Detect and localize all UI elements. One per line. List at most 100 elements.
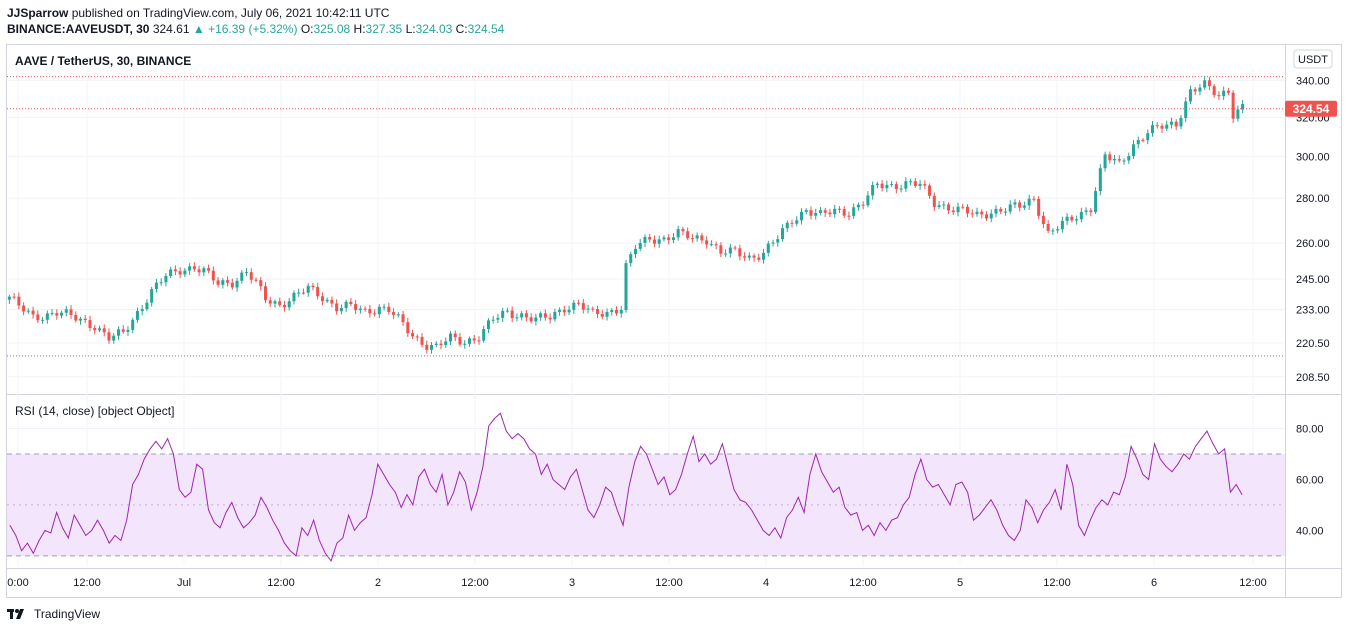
candle[interactable] — [1150, 120, 1155, 137]
candle[interactable] — [263, 282, 268, 304]
candle[interactable] — [230, 278, 234, 290]
candle[interactable] — [842, 206, 846, 218]
candle[interactable] — [534, 313, 538, 326]
candle[interactable] — [354, 299, 358, 315]
candle[interactable] — [586, 304, 590, 314]
candle[interactable] — [1003, 208, 1007, 216]
candle[interactable] — [899, 184, 903, 193]
candle[interactable] — [154, 278, 158, 293]
candle[interactable] — [135, 307, 139, 323]
candle[interactable] — [909, 178, 913, 186]
candle[interactable] — [1089, 208, 1093, 217]
candle[interactable] — [377, 304, 381, 319]
candle[interactable] — [60, 310, 64, 319]
candle[interactable] — [1198, 84, 1202, 96]
candle[interactable] — [875, 181, 879, 189]
candle[interactable] — [804, 208, 808, 215]
candle[interactable] — [88, 315, 92, 332]
candle[interactable] — [439, 339, 443, 350]
candle[interactable] — [1070, 214, 1074, 223]
candle[interactable] — [235, 277, 239, 292]
candle[interactable] — [799, 208, 804, 225]
candle[interactable] — [890, 181, 894, 187]
candle[interactable] — [1212, 83, 1216, 98]
candle[interactable] — [724, 249, 728, 257]
candle[interactable] — [923, 180, 927, 189]
rsi-line[interactable] — [9, 412, 1243, 562]
candle[interactable] — [121, 325, 125, 334]
candle[interactable] — [667, 233, 671, 245]
candle[interactable] — [482, 325, 486, 343]
candle[interactable] — [79, 316, 83, 325]
candle[interactable] — [596, 305, 600, 319]
candle[interactable] — [932, 192, 936, 212]
candle[interactable] — [894, 181, 898, 194]
candle[interactable] — [1060, 216, 1064, 233]
candle[interactable] — [477, 336, 481, 345]
candle[interactable] — [45, 310, 49, 324]
candle[interactable] — [562, 305, 566, 316]
candle[interactable] — [211, 266, 215, 285]
candle[interactable] — [358, 305, 362, 314]
candle[interactable] — [1108, 151, 1112, 164]
candle[interactable] — [828, 208, 832, 217]
candle[interactable] — [1222, 86, 1226, 101]
candle[interactable] — [1188, 85, 1192, 104]
candle[interactable] — [1203, 76, 1207, 91]
candle[interactable] — [411, 329, 415, 339]
candle[interactable] — [633, 244, 638, 259]
candle[interactable] — [254, 277, 258, 283]
candle[interactable] — [965, 204, 970, 218]
candle[interactable] — [852, 203, 856, 220]
candle[interactable] — [278, 297, 282, 307]
candle[interactable] — [7, 294, 11, 304]
candle[interactable] — [671, 233, 675, 244]
candle[interactable] — [316, 282, 320, 300]
candle[interactable] — [643, 234, 647, 248]
candle[interactable] — [591, 306, 595, 312]
candle[interactable] — [1084, 207, 1088, 216]
candle[interactable] — [757, 253, 761, 262]
candle[interactable] — [268, 296, 272, 308]
candle[interactable] — [273, 299, 277, 308]
candle[interactable] — [700, 232, 704, 244]
candle[interactable] — [55, 309, 59, 320]
candle[interactable] — [1165, 120, 1169, 132]
candle[interactable] — [1141, 138, 1145, 143]
candle[interactable] — [904, 177, 908, 192]
candle[interactable] — [577, 299, 581, 306]
candle[interactable] — [795, 216, 799, 227]
candle[interactable] — [1132, 140, 1136, 160]
candle[interactable] — [719, 242, 723, 258]
candle[interactable] — [17, 292, 21, 310]
candle[interactable] — [292, 290, 296, 305]
candle[interactable] — [790, 219, 794, 228]
candle[interactable] — [1018, 200, 1022, 212]
candle[interactable] — [847, 211, 851, 221]
candle[interactable] — [515, 313, 519, 322]
candle[interactable] — [814, 208, 818, 220]
candle[interactable] — [216, 277, 220, 288]
candle[interactable] — [226, 276, 230, 287]
candle[interactable] — [159, 278, 163, 286]
candle[interactable] — [885, 180, 889, 193]
candle[interactable] — [207, 264, 211, 274]
candle[interactable] — [994, 205, 998, 218]
candle[interactable] — [221, 277, 225, 289]
candle[interactable] — [126, 326, 130, 336]
candle[interactable] — [102, 324, 106, 337]
candle[interactable] — [1127, 152, 1131, 164]
candlestick-series[interactable] — [7, 76, 1245, 354]
candle[interactable] — [282, 300, 287, 312]
candle[interactable] — [980, 209, 984, 219]
candle[interactable] — [74, 311, 78, 323]
candle[interactable] — [192, 262, 196, 272]
candle[interactable] — [638, 238, 642, 252]
candle[interactable] — [453, 330, 457, 342]
candle[interactable] — [301, 288, 305, 295]
candle[interactable] — [861, 201, 865, 210]
candle[interactable] — [420, 333, 424, 348]
candle[interactable] — [491, 315, 495, 324]
candle[interactable] — [600, 309, 604, 320]
candle[interactable] — [624, 260, 628, 313]
